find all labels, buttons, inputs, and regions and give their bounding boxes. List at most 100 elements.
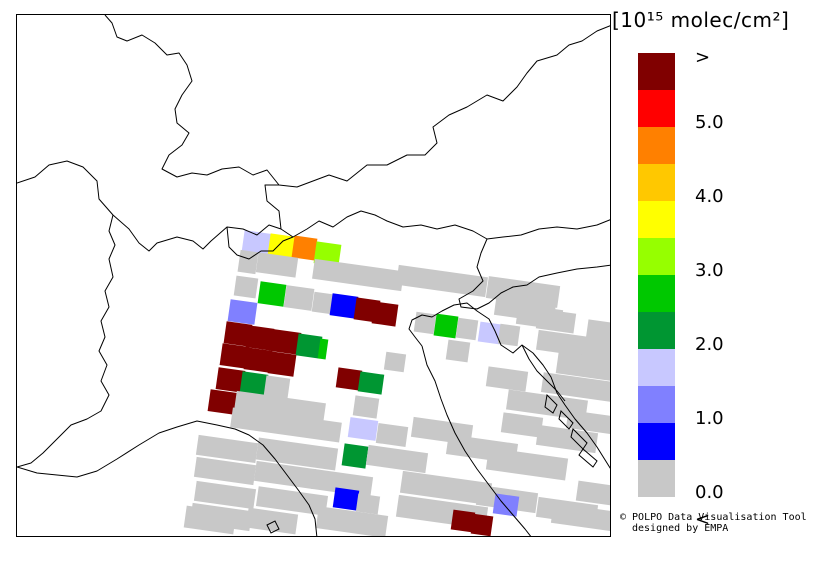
legend-tick-label: 4.0	[695, 186, 724, 207]
pixel-dark-green	[341, 443, 369, 469]
pixel-gray	[245, 507, 299, 535]
pixel-gray	[312, 258, 404, 292]
pixel-gray	[535, 308, 577, 334]
pixel-gray	[455, 317, 479, 341]
pixel-dark-red	[371, 301, 399, 327]
pixel-blue	[329, 293, 359, 319]
credit-text: © POLPO Data Visualisation Tool designed…	[620, 512, 807, 534]
pixel-green	[257, 281, 287, 307]
country-border-central	[264, 184, 282, 230]
pixel-light-blue	[477, 321, 503, 345]
pixel-gray	[311, 291, 335, 315]
legend-swatch	[638, 275, 675, 312]
legend-tick-label: >	[695, 47, 711, 68]
coastline-adriatic	[408, 302, 610, 469]
pixel-orange	[291, 235, 318, 261]
pixel-gray	[193, 456, 257, 486]
pixel-dark-red	[270, 329, 302, 355]
border-croatia	[521, 344, 566, 402]
credit-line-1: © POLPO Data Visualisation Tool	[620, 512, 807, 523]
pixel-gray	[263, 375, 291, 399]
legend-bottom-label: <	[695, 509, 711, 530]
pixel-gray	[535, 424, 599, 454]
pixel-dark-red	[335, 367, 363, 391]
pixel-gray	[283, 285, 315, 311]
country-border-south-alps	[280, 210, 610, 240]
pixel-gray	[233, 275, 259, 299]
pixel-gray	[237, 249, 259, 275]
satellite-pixels	[183, 230, 610, 536]
legend-tick-label: 3.0	[695, 260, 724, 281]
pixel-gray	[497, 323, 521, 347]
pixel-dark-red	[223, 321, 253, 347]
border-italy-west	[17, 214, 116, 468]
legend-swatch	[638, 90, 675, 127]
pixel-gray	[355, 493, 381, 515]
pixel-gray	[383, 351, 407, 373]
pixel-light-blue	[241, 230, 272, 256]
pixel-dark-red	[450, 509, 476, 533]
pixel-gray	[255, 252, 299, 278]
pixel-gray	[505, 389, 589, 421]
pixel-dark-red	[243, 347, 273, 373]
credit-line-2: designed by EMPA	[632, 523, 729, 534]
pixel-green	[317, 338, 329, 360]
pixel-mid-blue	[227, 299, 258, 325]
legend-tick-label: 5.0	[695, 112, 724, 133]
pixel-gray	[255, 437, 339, 471]
legend-tick-label: 0.0	[695, 482, 724, 503]
legend-unit-label: [10¹⁵ molec/cm²]	[612, 8, 790, 32]
pixel-gray	[555, 351, 610, 381]
pixel-gray	[445, 339, 471, 363]
pixel-yellow	[267, 233, 296, 259]
pixel-gray	[575, 480, 610, 506]
legend-swatch	[638, 164, 675, 201]
pixel-gray	[399, 470, 493, 506]
pixel-gray	[315, 506, 389, 536]
pixel-gray	[396, 264, 488, 298]
pixel-light-blue	[347, 417, 379, 441]
pixel-blue	[332, 487, 360, 511]
border-slovenia	[458, 238, 610, 310]
borders-and-coastline	[17, 15, 610, 536]
island	[578, 448, 598, 468]
map-panel	[16, 14, 611, 537]
legend-swatch	[638, 349, 675, 386]
pixel-gray	[500, 412, 544, 438]
border-switzerland-italy	[226, 226, 294, 260]
coastline-adriatic-west	[421, 345, 532, 536]
pixel-gray	[413, 311, 437, 335]
pixel-dark-red	[267, 351, 297, 377]
pixel-gray	[485, 366, 529, 392]
coastline-ligurian	[17, 420, 318, 536]
legend-swatch	[638, 53, 675, 90]
pixel-gray	[352, 395, 380, 419]
island	[266, 520, 280, 534]
islands	[266, 393, 598, 534]
legend-tick-label: 1.0	[695, 408, 724, 429]
pixel-gray	[550, 502, 610, 532]
legend-swatch	[638, 460, 675, 497]
pixel-gray	[585, 319, 610, 343]
island	[558, 410, 574, 430]
legend-swatch	[638, 238, 675, 275]
legend-swatch	[638, 201, 675, 238]
pixel-gray	[375, 423, 409, 447]
pixel-gray	[485, 447, 569, 481]
pixel-dark-red	[219, 343, 250, 369]
legend-tick-label: 2.0	[695, 334, 724, 355]
pixel-gray	[253, 460, 317, 490]
legend-swatch	[638, 423, 675, 460]
pixel-gray	[230, 407, 342, 443]
pixel-gray	[535, 329, 610, 361]
pixel-gray	[234, 390, 326, 424]
legend-swatch	[638, 127, 675, 164]
pixel-gray	[183, 505, 237, 535]
pixel-dark-green	[357, 371, 385, 395]
pixel-dark-red	[207, 389, 238, 415]
pixel-gray	[193, 480, 257, 510]
pixel-dark-red	[470, 513, 494, 536]
map-canvas	[17, 15, 610, 536]
pixel-dark-red	[215, 367, 246, 393]
pixel-gray	[365, 444, 429, 474]
